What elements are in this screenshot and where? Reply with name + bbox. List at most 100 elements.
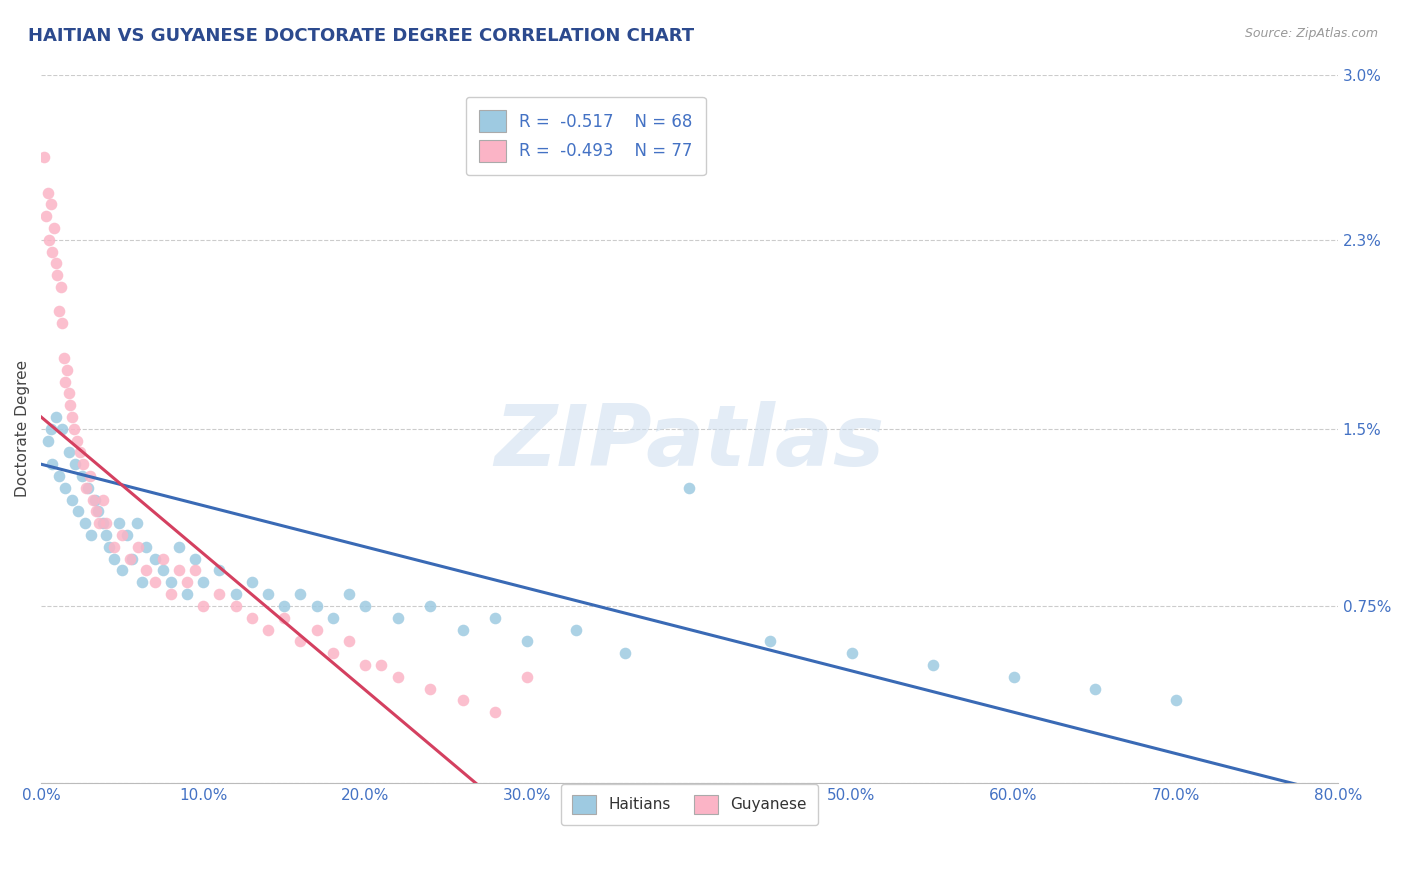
Point bbox=[305, 599, 328, 613]
Point bbox=[387, 611, 409, 625]
Point bbox=[94, 528, 117, 542]
Point bbox=[127, 540, 149, 554]
Point bbox=[111, 564, 134, 578]
Point bbox=[516, 634, 538, 648]
Point bbox=[79, 469, 101, 483]
Point bbox=[1164, 693, 1187, 707]
Point bbox=[48, 303, 70, 318]
Point bbox=[91, 516, 114, 531]
Point bbox=[1002, 670, 1025, 684]
Point bbox=[516, 670, 538, 684]
Point bbox=[51, 316, 73, 330]
Point bbox=[45, 409, 67, 424]
Point bbox=[46, 268, 69, 283]
Text: ZIPatlas: ZIPatlas bbox=[495, 401, 884, 484]
Point bbox=[49, 280, 72, 294]
Point bbox=[91, 492, 114, 507]
Point bbox=[484, 611, 506, 625]
Point bbox=[159, 575, 181, 590]
Point bbox=[167, 564, 190, 578]
Point bbox=[77, 481, 100, 495]
Point bbox=[37, 186, 59, 200]
Point bbox=[94, 516, 117, 531]
Point bbox=[152, 564, 174, 578]
Point bbox=[322, 611, 344, 625]
Point bbox=[52, 351, 75, 365]
Point bbox=[841, 646, 863, 660]
Point bbox=[257, 587, 280, 601]
Point bbox=[41, 244, 63, 259]
Point bbox=[451, 693, 474, 707]
Point bbox=[55, 481, 77, 495]
Point bbox=[354, 599, 377, 613]
Point bbox=[89, 516, 111, 531]
Point bbox=[193, 599, 215, 613]
Point bbox=[60, 492, 83, 507]
Point bbox=[921, 657, 943, 672]
Point bbox=[55, 375, 77, 389]
Point bbox=[70, 469, 93, 483]
Point bbox=[39, 422, 62, 436]
Point bbox=[108, 516, 131, 531]
Point bbox=[370, 657, 392, 672]
Point bbox=[451, 623, 474, 637]
Point bbox=[193, 575, 215, 590]
Point bbox=[103, 540, 125, 554]
Point bbox=[337, 587, 360, 601]
Point bbox=[419, 599, 441, 613]
Point bbox=[58, 445, 80, 459]
Point bbox=[337, 634, 360, 648]
Point bbox=[67, 504, 90, 518]
Point bbox=[60, 409, 83, 424]
Point bbox=[45, 256, 67, 270]
Point bbox=[759, 634, 782, 648]
Point bbox=[87, 504, 110, 518]
Point bbox=[322, 646, 344, 660]
Point bbox=[419, 681, 441, 696]
Text: Source: ZipAtlas.com: Source: ZipAtlas.com bbox=[1244, 27, 1378, 40]
Point bbox=[56, 363, 79, 377]
Point bbox=[115, 528, 138, 542]
Point bbox=[273, 599, 295, 613]
Point bbox=[257, 623, 280, 637]
Point bbox=[240, 575, 263, 590]
Legend: Haitians, Guyanese: Haitians, Guyanese bbox=[561, 784, 818, 825]
Point bbox=[69, 445, 91, 459]
Point bbox=[290, 587, 312, 601]
Point bbox=[678, 481, 700, 495]
Point bbox=[41, 457, 63, 471]
Point bbox=[135, 540, 157, 554]
Point bbox=[34, 150, 56, 164]
Point bbox=[35, 209, 58, 223]
Point bbox=[48, 469, 70, 483]
Point bbox=[63, 457, 86, 471]
Point bbox=[39, 197, 62, 211]
Point bbox=[290, 634, 312, 648]
Text: HAITIAN VS GUYANESE DOCTORATE DEGREE CORRELATION CHART: HAITIAN VS GUYANESE DOCTORATE DEGREE COR… bbox=[28, 27, 695, 45]
Point bbox=[305, 623, 328, 637]
Point bbox=[565, 623, 588, 637]
Point bbox=[135, 564, 157, 578]
Point bbox=[208, 564, 231, 578]
Point bbox=[58, 386, 80, 401]
Point bbox=[208, 587, 231, 601]
Point bbox=[98, 540, 121, 554]
Point bbox=[83, 492, 105, 507]
Point bbox=[38, 233, 60, 247]
Point bbox=[80, 528, 103, 542]
Point bbox=[51, 422, 73, 436]
Point bbox=[37, 434, 59, 448]
Point bbox=[66, 434, 89, 448]
Point bbox=[42, 221, 65, 235]
Point bbox=[354, 657, 377, 672]
Point bbox=[176, 587, 198, 601]
Point bbox=[143, 575, 166, 590]
Point bbox=[59, 398, 82, 412]
Point bbox=[176, 575, 198, 590]
Point bbox=[152, 551, 174, 566]
Point bbox=[273, 611, 295, 625]
Point bbox=[125, 516, 148, 531]
Point bbox=[159, 587, 181, 601]
Point bbox=[184, 551, 207, 566]
Y-axis label: Doctorate Degree: Doctorate Degree bbox=[15, 360, 30, 498]
